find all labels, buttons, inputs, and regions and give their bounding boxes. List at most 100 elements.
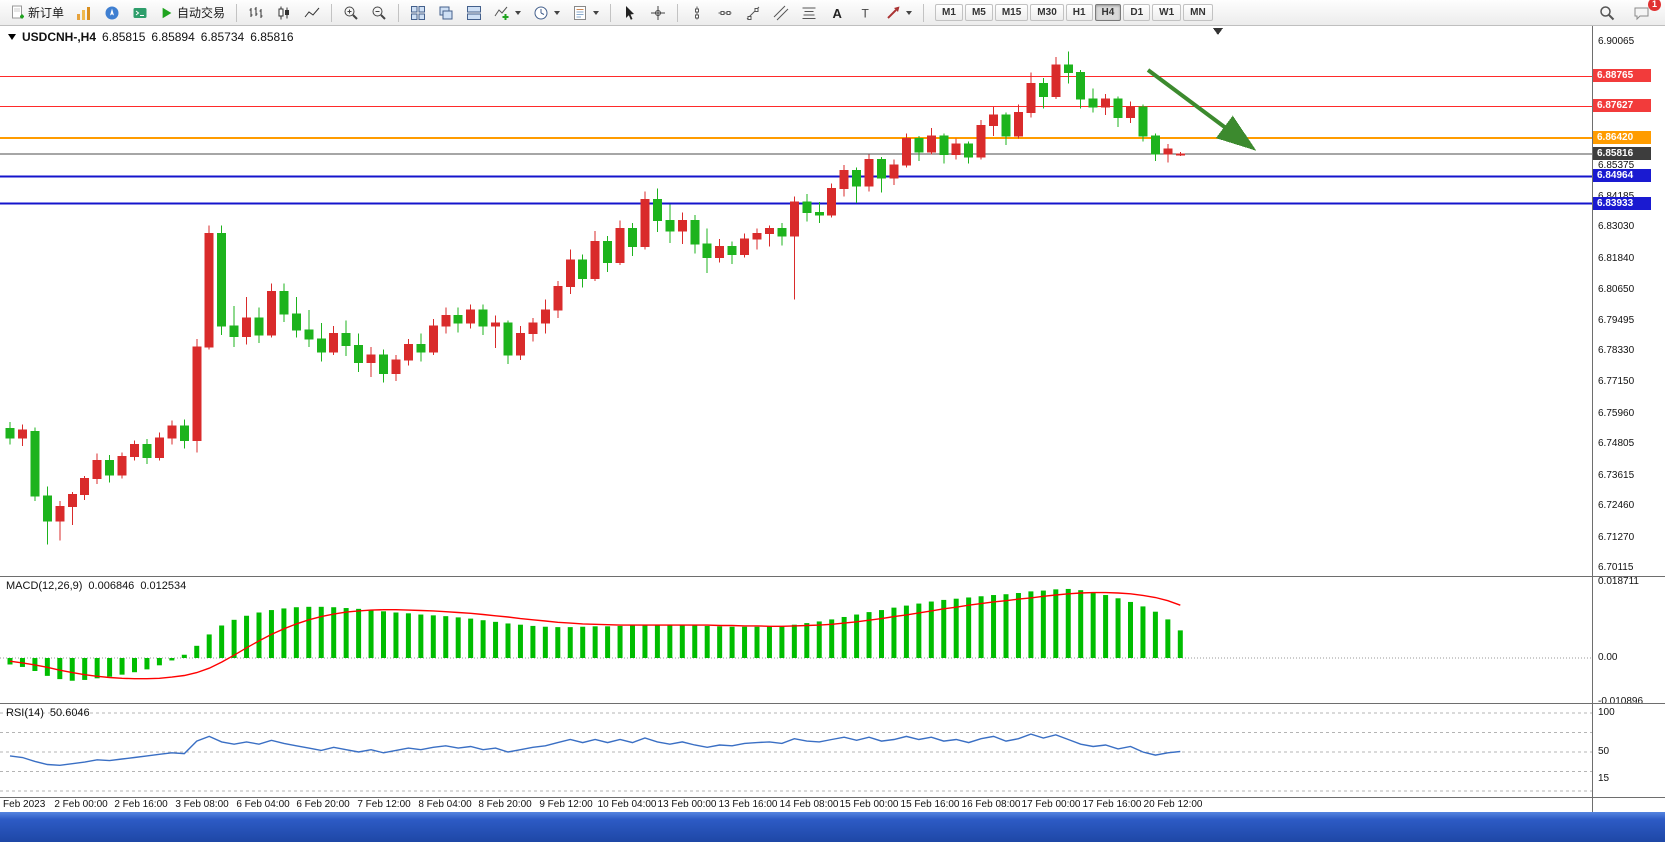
timeframe-m15-button[interactable]: M15 [994,4,1029,21]
time-label: 17 Feb 00:00 [1021,799,1081,810]
time-label: 8 Feb 20:00 [478,799,532,810]
search-button[interactable] [1594,2,1620,24]
price-tick: 6.81840 [1598,252,1635,264]
price-tick: 6.71270 [1598,531,1635,543]
macd-header: MACD(12,26,9) 0.006846 0.012534 [6,580,186,592]
label-icon: T [857,5,873,21]
chart-line-icon [304,5,320,21]
price-tick: 6.77150 [1598,376,1635,388]
toolbar-separator [236,3,238,22]
cascade-windows-button[interactable] [433,2,459,24]
main-toolbar: 新订单 自动交易 [0,0,1665,26]
price-tick: 6.79495 [1598,314,1635,326]
price-tick: 6.90065 [1598,36,1635,47]
macd-chart-canvas[interactable] [0,577,1592,703]
macd-axis-label: 0.018711 [1598,575,1639,587]
price-tick: 6.73615 [1598,469,1635,481]
navigator-button[interactable] [99,2,125,24]
price-line-badge: 6.86420 [1593,131,1651,145]
auto-trading-play-icon [160,6,174,20]
timeframe-w1-button[interactable]: W1 [1152,4,1182,21]
chart-line-button[interactable] [299,2,325,24]
text-button[interactable]: A [824,2,850,24]
macd-pane[interactable]: MACD(12,26,9) 0.006846 0.012534 [0,577,1592,703]
add-indicator-caret-icon [515,10,522,15]
zoom-out-icon [371,5,387,21]
equidistant-channel-icon [773,5,789,21]
cursor-icon [622,5,638,21]
svg-text:T: T [862,6,870,20]
horizontal-line-button[interactable] [712,2,738,24]
new-order-button[interactable]: 新订单 [6,2,69,24]
auto-trading-label: 自动交易 [177,6,226,20]
trendline-button[interactable] [740,2,766,24]
taskbar[interactable] [0,812,1665,842]
navigator-icon [104,5,120,21]
periods-button[interactable] [528,2,565,24]
macd-value-main: 0.006846 [88,580,135,592]
notifications-button[interactable]: 1 [1628,0,1661,24]
pane-separator[interactable] [0,703,1665,704]
chart-bars-button[interactable] [243,2,269,24]
arrows-caret-icon [906,10,913,15]
zoom-out-button[interactable] [366,2,392,24]
terminal-icon [132,5,148,21]
timeframe-mn-button[interactable]: MN [1183,4,1213,21]
market-watch-button[interactable] [71,2,97,24]
tile-windows-button[interactable] [405,2,431,24]
vertical-line-button[interactable] [684,2,710,24]
crosshair-button[interactable] [645,2,671,24]
chart-objects-toggle-icon[interactable] [8,34,16,40]
fibonacci-button[interactable] [796,2,822,24]
time-label: 2 Feb 00:00 [54,799,108,810]
equidistant-channel-button[interactable] [768,2,794,24]
pane-separator[interactable] [0,576,1665,577]
rsi-pane[interactable]: RSI(14) 50.6046 [0,704,1592,797]
macd-value-signal: 0.012534 [140,580,187,592]
timeframe-h4-button[interactable]: H4 [1094,4,1122,21]
candlestick-chart-canvas[interactable] [0,26,1592,576]
new-order-icon [11,5,25,20]
timeframe-d1-button[interactable]: D1 [1123,4,1151,21]
price-axis[interactable]: 6.90065 6.85375 6.84185 6.83030 6.81840 6.806… [1592,26,1665,812]
pane-separator[interactable] [0,797,1665,798]
terminal-button[interactable] [127,2,153,24]
chart-header: USDCNH-,H4 6.85815 6.85894 6.85734 6.858… [8,30,294,44]
price-line-badge: 6.84964 [1593,169,1651,183]
toolbar-separator [610,3,612,22]
ohlc-high: 6.85894 [151,30,195,44]
arrange-windows-icon [466,5,482,21]
price-tick: 6.78330 [1598,345,1635,357]
zoom-in-button[interactable] [338,2,364,24]
time-axis[interactable]: 1 Feb 2023 2 Feb 00:00 2 Feb 16:00 3 Feb 08… [0,798,1592,812]
timeframe-m5-button[interactable]: M5 [964,4,993,21]
arrange-windows-button[interactable] [461,2,487,24]
templates-button[interactable] [567,2,604,24]
time-label: 7 Feb 12:00 [357,799,411,810]
price-tick: 6.80650 [1598,284,1635,296]
cascade-windows-icon [438,5,454,21]
time-label: 15 Feb 00:00 [839,799,899,810]
auto-trading-button[interactable]: 自动交易 [155,2,230,24]
arrows-button[interactable] [880,2,917,24]
cursor-button[interactable] [617,2,643,24]
price-line-badge: 6.87627 [1593,99,1651,113]
timeframe-m1-button[interactable]: M1 [935,4,963,21]
time-label: 15 Feb 16:00 [900,799,960,810]
time-label: 20 Feb 12:00 [1143,799,1203,810]
add-indicator-button[interactable] [489,2,526,24]
timeframe-m30-button[interactable]: M30 [1030,4,1064,21]
toolbar-separator [398,3,400,22]
timeframe-h1-button[interactable]: H1 [1065,4,1093,21]
chart-candles-button[interactable] [271,2,297,24]
rsi-axis-label: 50 [1598,746,1610,757]
main-chart-pane[interactable]: USDCNH-,H4 6.85815 6.85894 6.85734 6.858… [0,26,1592,576]
label-button[interactable]: T [852,2,878,24]
macd-axis-label: -0.010896 [1598,696,1644,708]
rsi-chart-canvas[interactable] [0,704,1592,797]
price-tick: 6.72460 [1598,500,1635,512]
time-label: 6 Feb 20:00 [296,799,350,810]
time-label: 6 Feb 04:00 [236,799,290,810]
rsi-axis-label: 100 [1598,707,1615,718]
vertical-line-icon [689,5,705,21]
